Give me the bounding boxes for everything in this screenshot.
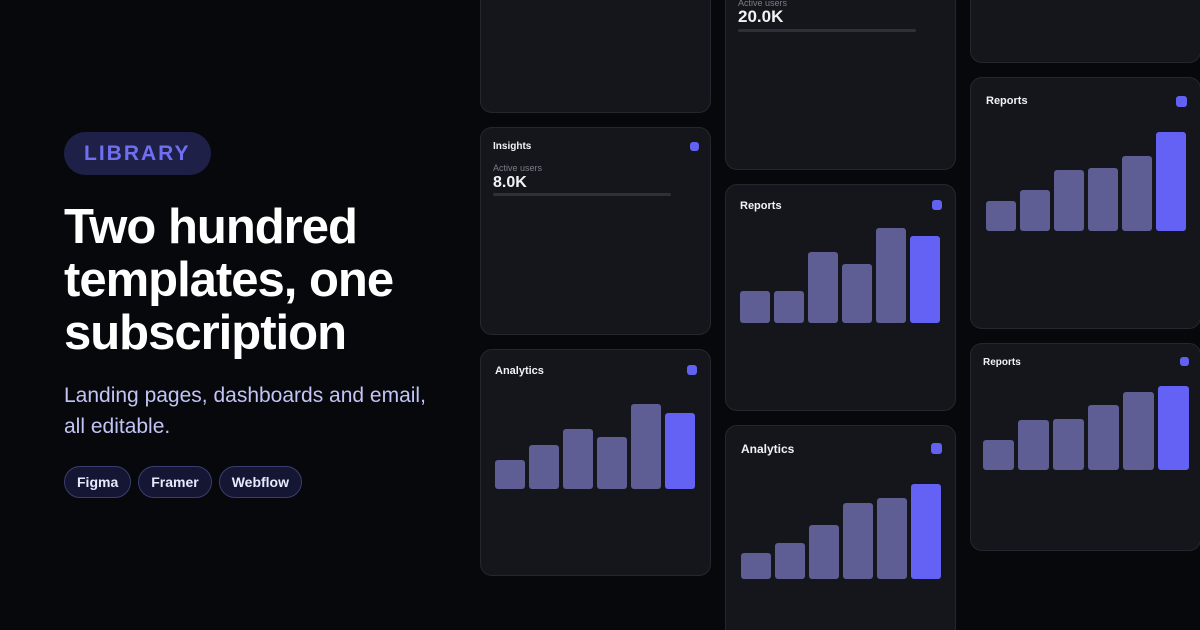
status-dot [931, 443, 942, 454]
bar-chart [495, 404, 695, 489]
chart-bar [910, 236, 940, 323]
chart-bar [842, 264, 872, 323]
bar-chart [986, 132, 1187, 231]
metric-value: 20.0K [738, 7, 784, 26]
card-title: Analytics [741, 442, 795, 456]
chart-bar [809, 525, 839, 579]
chart-bar [986, 201, 1016, 231]
card-title: Analytics [495, 365, 544, 377]
active-users-card[interactable]: Active users 20.0K [725, 0, 956, 170]
chart-bar [563, 429, 593, 489]
bar-chart [983, 386, 1190, 470]
reports-card[interactable]: Reports [970, 343, 1200, 551]
card-title: Reports [740, 200, 782, 212]
analytics-card[interactable]: Analytics [725, 425, 956, 630]
status-dot [1176, 96, 1187, 107]
chart-bar [1088, 405, 1119, 470]
insights-card[interactable]: Insights Active users 8.0K [480, 127, 711, 335]
chart-bar [1156, 132, 1186, 231]
chart-bar [741, 553, 771, 579]
chart-bar [1158, 386, 1189, 470]
chart-bar [774, 291, 804, 323]
chart-bar [1122, 156, 1152, 231]
tag-webflow[interactable]: Webflow [218, 466, 302, 498]
chart-bar [1054, 170, 1084, 231]
hero-section: LIBRARY Two hundred templates, one subsc… [64, 132, 444, 498]
metric-label: Active users [738, 0, 788, 8]
metric-label: Active users [493, 163, 543, 173]
metric-progress-track [738, 29, 916, 32]
analytics-card[interactable]: Analytics [480, 349, 711, 576]
card-title: Insights [493, 141, 532, 152]
status-dot [932, 200, 942, 210]
reports-card[interactable]: Reports [725, 184, 956, 411]
metric-value: 8.0K [493, 174, 527, 191]
status-dot [687, 365, 697, 375]
chart-bar [665, 413, 695, 489]
chart-bar [911, 484, 941, 579]
chart-bar [495, 460, 525, 489]
subtitle: Landing pages, dashboards and email, all… [64, 384, 426, 438]
chart-bar [1123, 392, 1154, 470]
headline: Two hundred templates, one subscription [64, 200, 394, 360]
status-dot [1180, 357, 1189, 366]
chart-bar [1018, 420, 1049, 470]
chart-bar [876, 228, 906, 323]
status-dot [690, 142, 699, 151]
tool-tags: Figma Framer Webflow [64, 466, 444, 498]
chart-bar [529, 445, 559, 489]
card-title: Reports [983, 357, 1021, 368]
tag-figma[interactable]: Figma [64, 466, 132, 498]
tag-framer[interactable]: Framer [138, 466, 212, 498]
bar-chart [740, 228, 940, 323]
metric-progress-track [493, 193, 671, 196]
chart-bar [597, 437, 627, 489]
chart-bar [1053, 419, 1084, 470]
chart-bar [1088, 168, 1118, 231]
template-card[interactable] [480, 0, 711, 113]
chart-bar [740, 291, 770, 323]
chart-bar [983, 440, 1014, 470]
bar-chart [741, 484, 942, 579]
chart-bar [843, 503, 873, 579]
reports-card[interactable]: Reports [970, 77, 1200, 329]
chart-bar [808, 252, 838, 323]
library-badge: LIBRARY [64, 132, 211, 175]
chart-bar [775, 543, 805, 579]
card-title: Reports [986, 95, 1028, 107]
chart-bar [1020, 190, 1050, 231]
template-card[interactable] [970, 0, 1200, 63]
chart-bar [877, 498, 907, 579]
chart-bar [631, 404, 661, 489]
